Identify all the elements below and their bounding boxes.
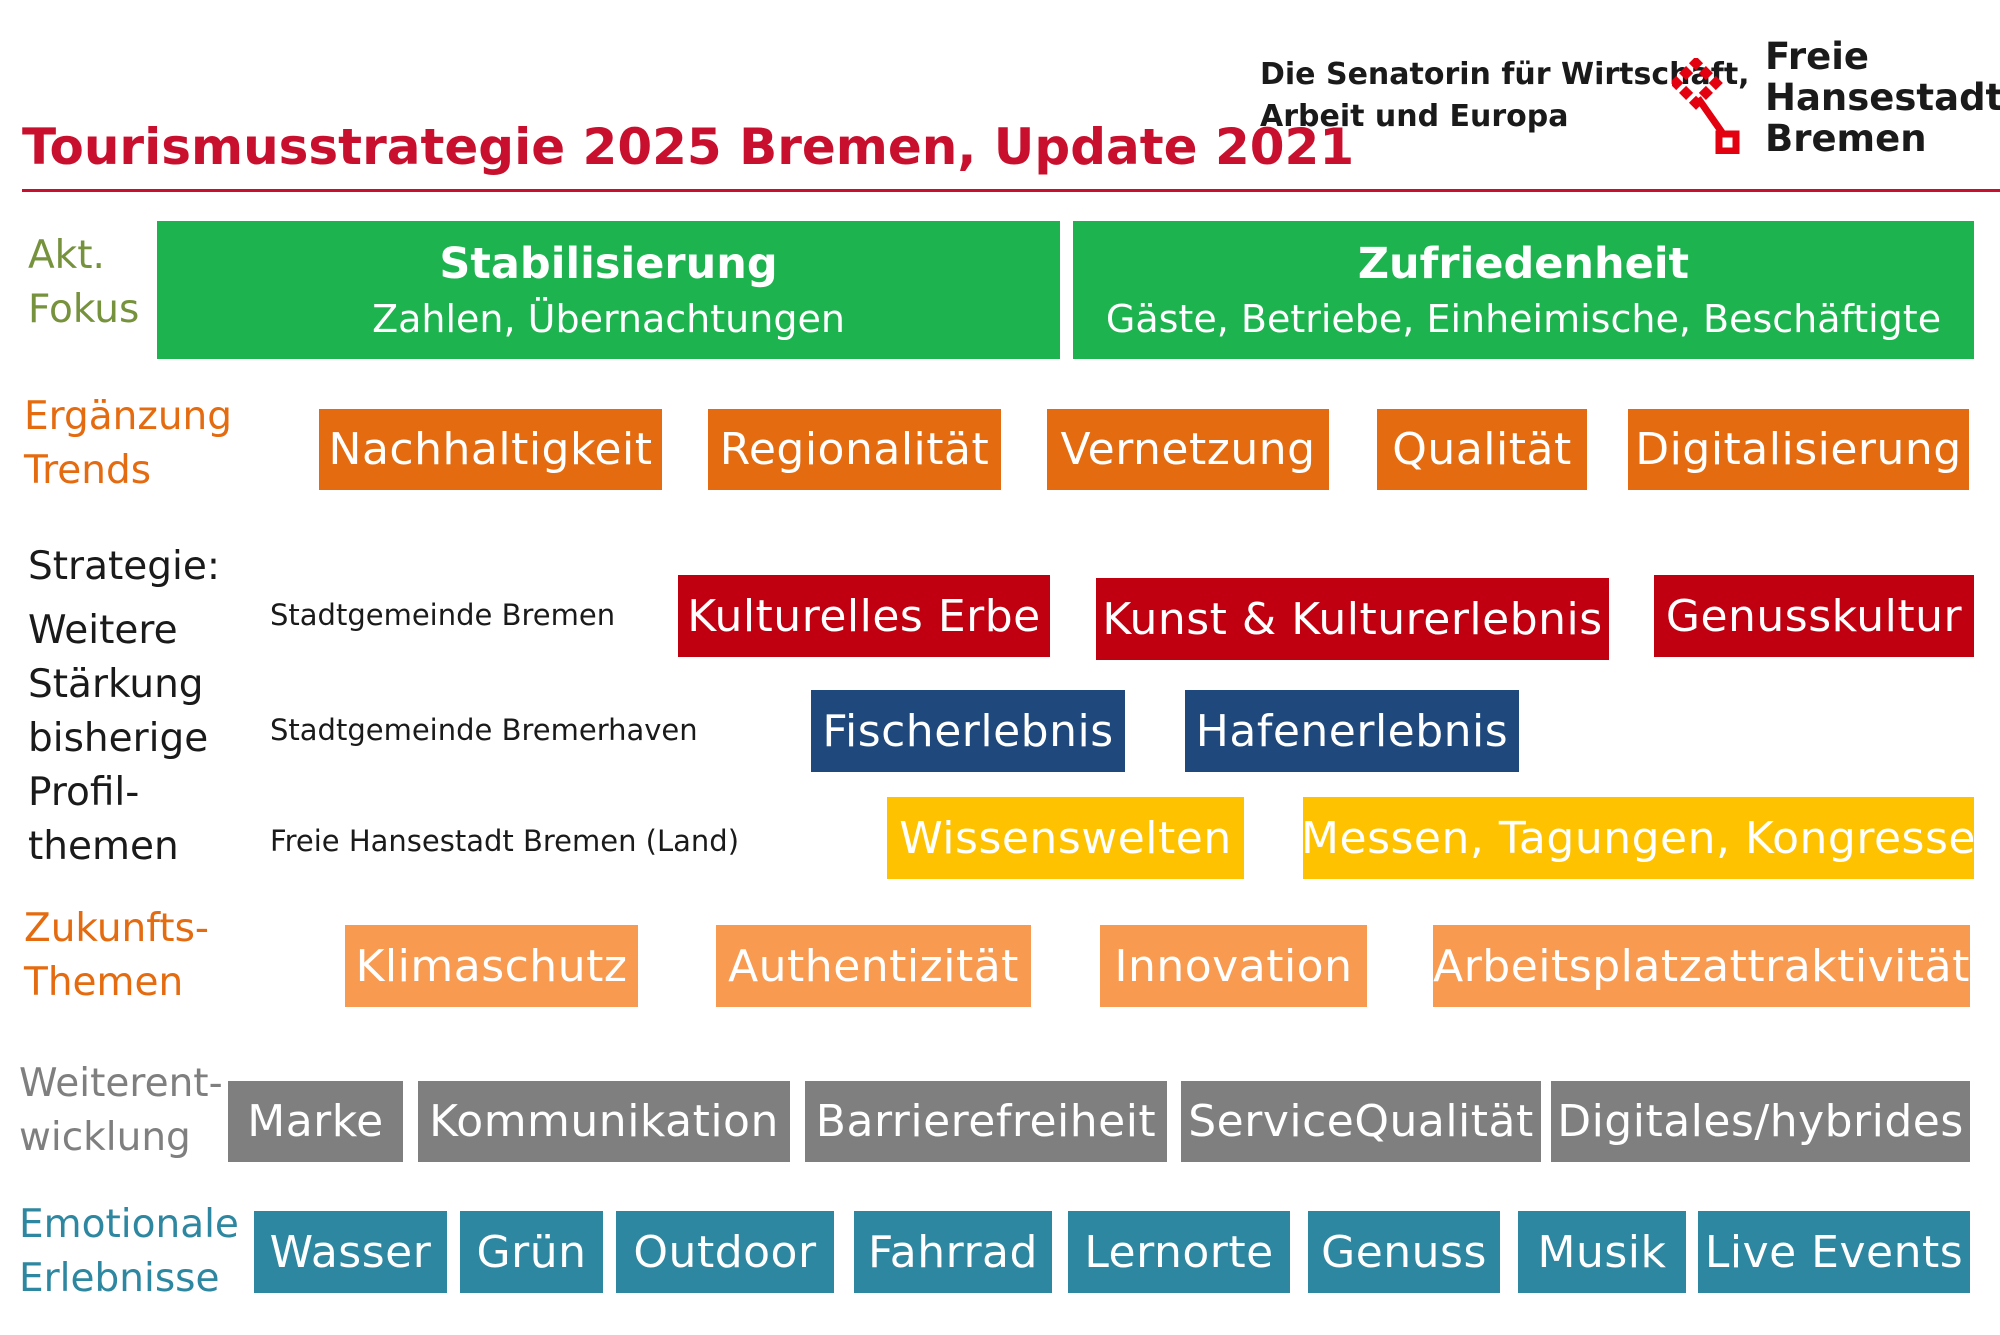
senator-line-2: Arbeit und Europa	[1260, 99, 1569, 134]
trend-box-digitalisierung: Digitalisierung	[1628, 409, 1969, 490]
focus-box-stabilisierung: Stabilisierung Zahlen, Übernachtungen	[157, 221, 1060, 359]
bremen-key-icon	[1672, 58, 1740, 154]
future-box-arbeitsplatzattraktivitaet: Arbeitsplatzattraktivität	[1433, 925, 1970, 1007]
emotional-row-label: Emotionale Erlebnisse	[19, 1202, 239, 1301]
development-box-barrierefreiheit: Barrierefreiheit	[805, 1081, 1167, 1162]
strategy-box-genusskultur: Genusskultur	[1654, 575, 1974, 657]
strategy-box-wissenswelten: Wissenswelten	[887, 797, 1244, 879]
trend-box-nachhaltigkeit: Nachhaltigkeit	[319, 409, 662, 490]
emotional-box-live-events: Live Events	[1698, 1211, 1970, 1293]
focus-subtitle: Gäste, Betriebe, Einheimische, Beschäfti…	[1105, 297, 1942, 341]
strategy-box-messen-tagungen-kongresse: Messen, Tagungen, Kongresse	[1301, 797, 1975, 879]
focus-subtitle: Zahlen, Übernachtungen	[372, 297, 845, 341]
group-label-bremen: Stadtgemeinde Bremen	[270, 598, 616, 632]
development-box-servicequalitaet: ServiceQualität	[1181, 1081, 1541, 1162]
development-box-digitales-hybrides: Digitales/hybrides	[1551, 1081, 1970, 1162]
city-line-2: Hansestadt	[1765, 76, 2000, 119]
focus-row-label: Akt. Fokus	[28, 233, 140, 332]
strategy-box-hafenerlebnis: Hafenerlebnis	[1185, 690, 1519, 772]
strategy-box-fischerlebnis: Fischerlebnis	[811, 690, 1125, 772]
title-divider	[22, 189, 2000, 192]
emotional-box-wasser: Wasser	[254, 1211, 447, 1293]
city-wordmark: Freie Hansestadt Bremen	[1765, 36, 2000, 159]
focus-box-zufriedenheit: Zufriedenheit Gäste, Betriebe, Einheimis…	[1073, 221, 1974, 359]
focus-title: Stabilisierung	[439, 239, 778, 289]
emotional-box-gruen: Grün	[460, 1211, 603, 1293]
future-box-innovation: Innovation	[1100, 925, 1367, 1007]
strategy-box-kulturelles-erbe: Kulturelles Erbe	[678, 575, 1050, 657]
trends-row-label: Ergänzung Trends	[24, 394, 233, 493]
trend-box-vernetzung: Vernetzung	[1047, 409, 1329, 490]
development-box-marke: Marke	[228, 1081, 403, 1162]
future-row-label: Zukunfts- Themen	[24, 906, 209, 1005]
development-row-label: Weiterent- wicklung	[19, 1061, 223, 1160]
future-box-klimaschutz: Klimaschutz	[345, 925, 638, 1007]
future-box-authentizitaet: Authentizität	[716, 925, 1031, 1007]
strategy-box-kunst-kulturerlebnis: Kunst & Kulturerlebnis	[1096, 578, 1609, 660]
emotional-box-genuss: Genuss	[1308, 1211, 1500, 1293]
city-line-3: Bremen	[1765, 117, 1927, 160]
emotional-box-outdoor: Outdoor	[616, 1211, 834, 1293]
page-title: Tourismusstrategie 2025 Bremen, Update 2…	[22, 118, 1355, 176]
group-label-land: Freie Hansestadt Bremen (Land)	[270, 824, 740, 858]
city-line-1: Freie	[1765, 35, 1870, 78]
development-box-kommunikation: Kommunikation	[418, 1081, 790, 1162]
group-label-bremerhaven: Stadtgemeinde Bremerhaven	[270, 713, 698, 747]
senator-line-1: Die Senatorin für Wirtschaft,	[1260, 57, 1750, 92]
emotional-box-fahrrad: Fahrrad	[854, 1211, 1052, 1293]
emotional-box-musik: Musik	[1518, 1211, 1686, 1293]
emotional-box-lernorte: Lernorte	[1068, 1211, 1290, 1293]
trend-box-qualitaet: Qualität	[1377, 409, 1587, 490]
focus-title: Zufriedenheit	[1357, 239, 1690, 289]
senator-department: Die Senatorin für Wirtschaft, Arbeit und…	[1260, 54, 1750, 138]
trend-box-regionalitaet: Regionalität	[708, 409, 1001, 490]
strategy-row-label: Strategie: Weitere Stärkung bisherige Pr…	[28, 544, 220, 869]
